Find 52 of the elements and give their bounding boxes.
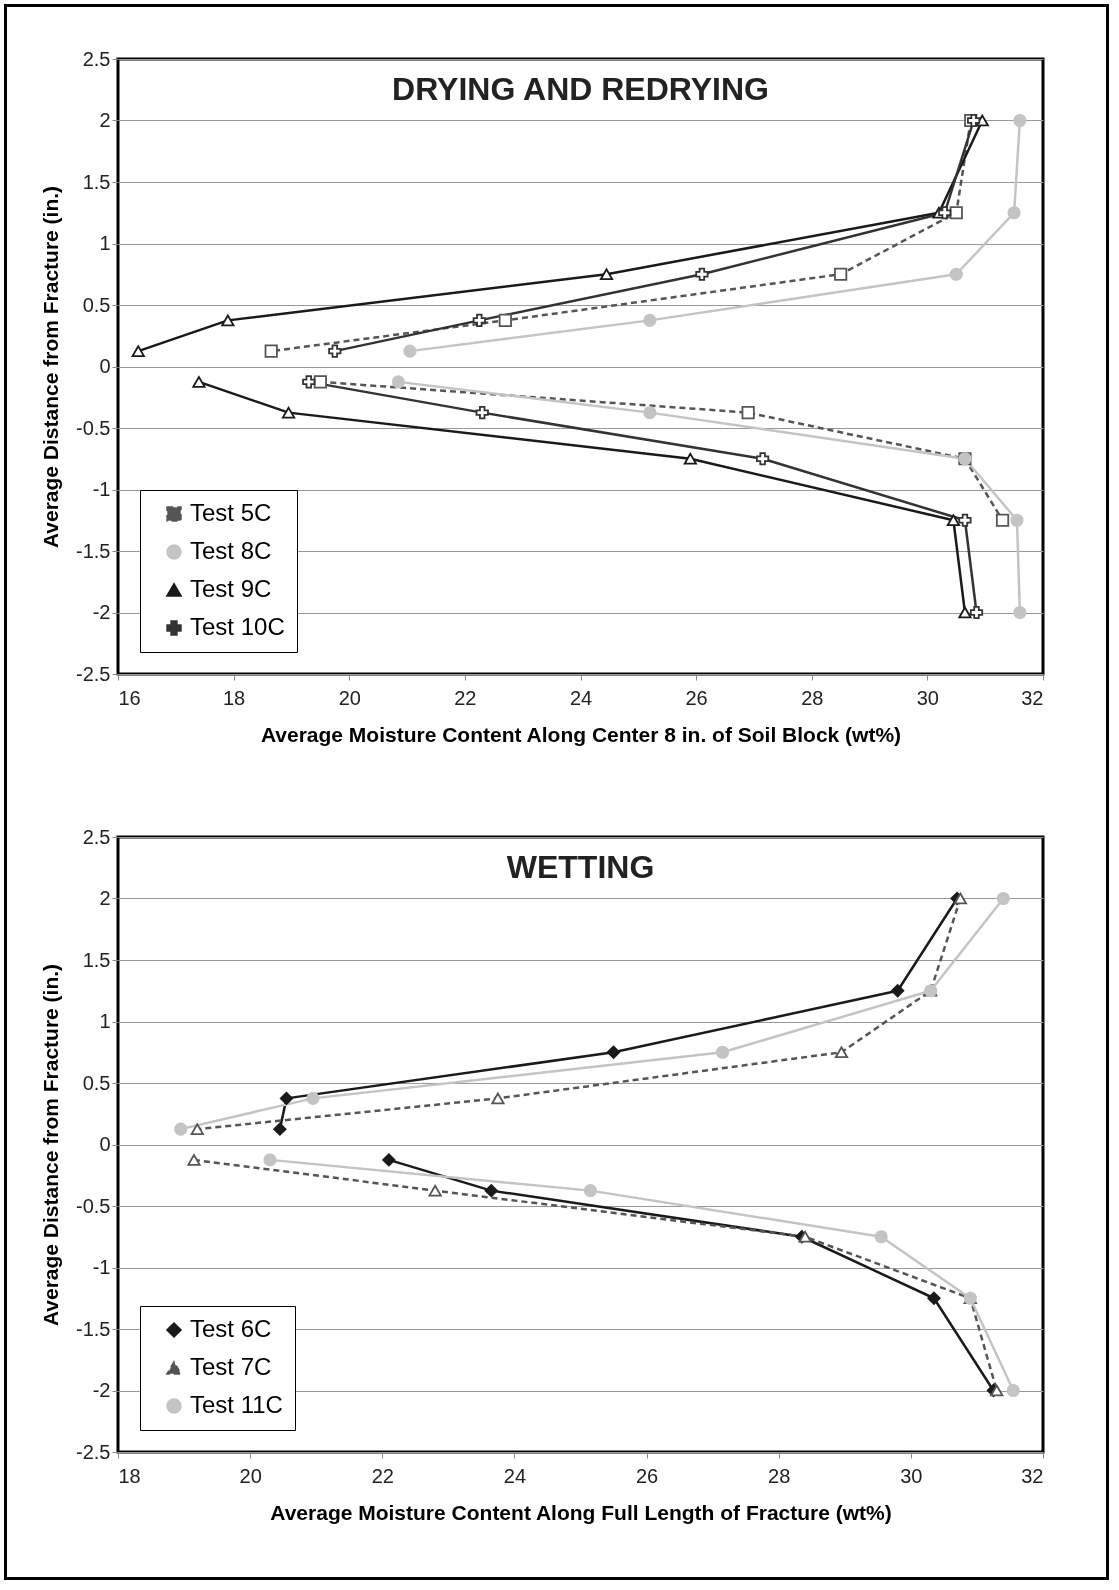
x-tick-label: 20 — [338, 686, 361, 709]
y-tick-label: 1.5 — [82, 170, 111, 193]
y-axis-title: Average Distance from Fracture (in.) — [39, 963, 63, 1327]
y-tick-label: 2.5 — [82, 47, 111, 70]
y-tick-label: -0.5 — [76, 1194, 111, 1217]
x-tick-label: 24 — [503, 1464, 527, 1487]
x-tick-label: 26 — [635, 1464, 659, 1487]
y-tick-label: 1 — [99, 232, 111, 254]
y-tick-label: -1.5 — [76, 1317, 111, 1340]
x-tick-label: 30 — [900, 1464, 923, 1487]
y-tick-label: 1.5 — [82, 948, 111, 971]
legend-label: Test 6C — [190, 1315, 272, 1342]
x-tick-label: 22 — [454, 686, 477, 709]
y-tick-label: 0.5 — [82, 1071, 111, 1094]
x-tick-label: 22 — [371, 1464, 394, 1487]
legend-label: Test 9C — [190, 575, 272, 602]
chart-title: WETTING — [506, 849, 655, 885]
y-tick-label: 0 — [99, 355, 111, 377]
y-tick-label: 0.5 — [82, 293, 111, 316]
y-axis-title: Average Distance from Fracture (in.) — [39, 185, 63, 549]
x-tick-label: 18 — [223, 686, 246, 709]
legend-label: Test 7C — [190, 1353, 272, 1380]
x-axis-title: Average Moisture Content Along Full Length of Fracture (wt%) — [270, 1500, 892, 1524]
x-tick-label: 16 — [118, 686, 141, 709]
x-tick-label: 32 — [1021, 686, 1044, 709]
y-tick-label: -2 — [92, 601, 111, 623]
y-tick-label: -2.5 — [76, 1440, 111, 1463]
y-tick-label: 0 — [99, 1133, 111, 1155]
legend-label: Test 5C — [190, 499, 272, 526]
x-tick-label: 20 — [239, 1464, 262, 1487]
x-tick-label: 28 — [768, 1464, 791, 1487]
x-tick-label: 18 — [118, 1464, 141, 1487]
x-tick-label: 28 — [801, 686, 824, 709]
chart-title: DRYING AND REDRYING — [392, 71, 769, 107]
y-tick-label: -2.5 — [76, 662, 111, 685]
x-tick-label: 32 — [1021, 1464, 1044, 1487]
y-tick-label: -1 — [92, 1256, 111, 1278]
y-tick-label: 2.5 — [82, 825, 111, 848]
y-tick-label: 2 — [99, 887, 111, 909]
legend-label: Test 10C — [190, 613, 285, 640]
legend-label: Test 11C — [190, 1391, 283, 1418]
x-tick-label: 26 — [685, 686, 708, 709]
y-tick-label: -1.5 — [76, 539, 111, 562]
x-tick-label: 24 — [569, 686, 593, 709]
y-tick-label: 2 — [99, 109, 111, 131]
y-tick-label: -1 — [92, 478, 111, 500]
y-tick-label: -2 — [92, 1379, 111, 1401]
legend-label: Test 8C — [190, 537, 272, 564]
y-tick-label: 1 — [99, 1010, 111, 1032]
y-tick-label: -0.5 — [76, 416, 111, 439]
x-axis-title: Average Moisture Content Along Center 8 in. of Soil Block (wt%) — [260, 722, 902, 746]
x-tick-label: 30 — [916, 686, 939, 709]
